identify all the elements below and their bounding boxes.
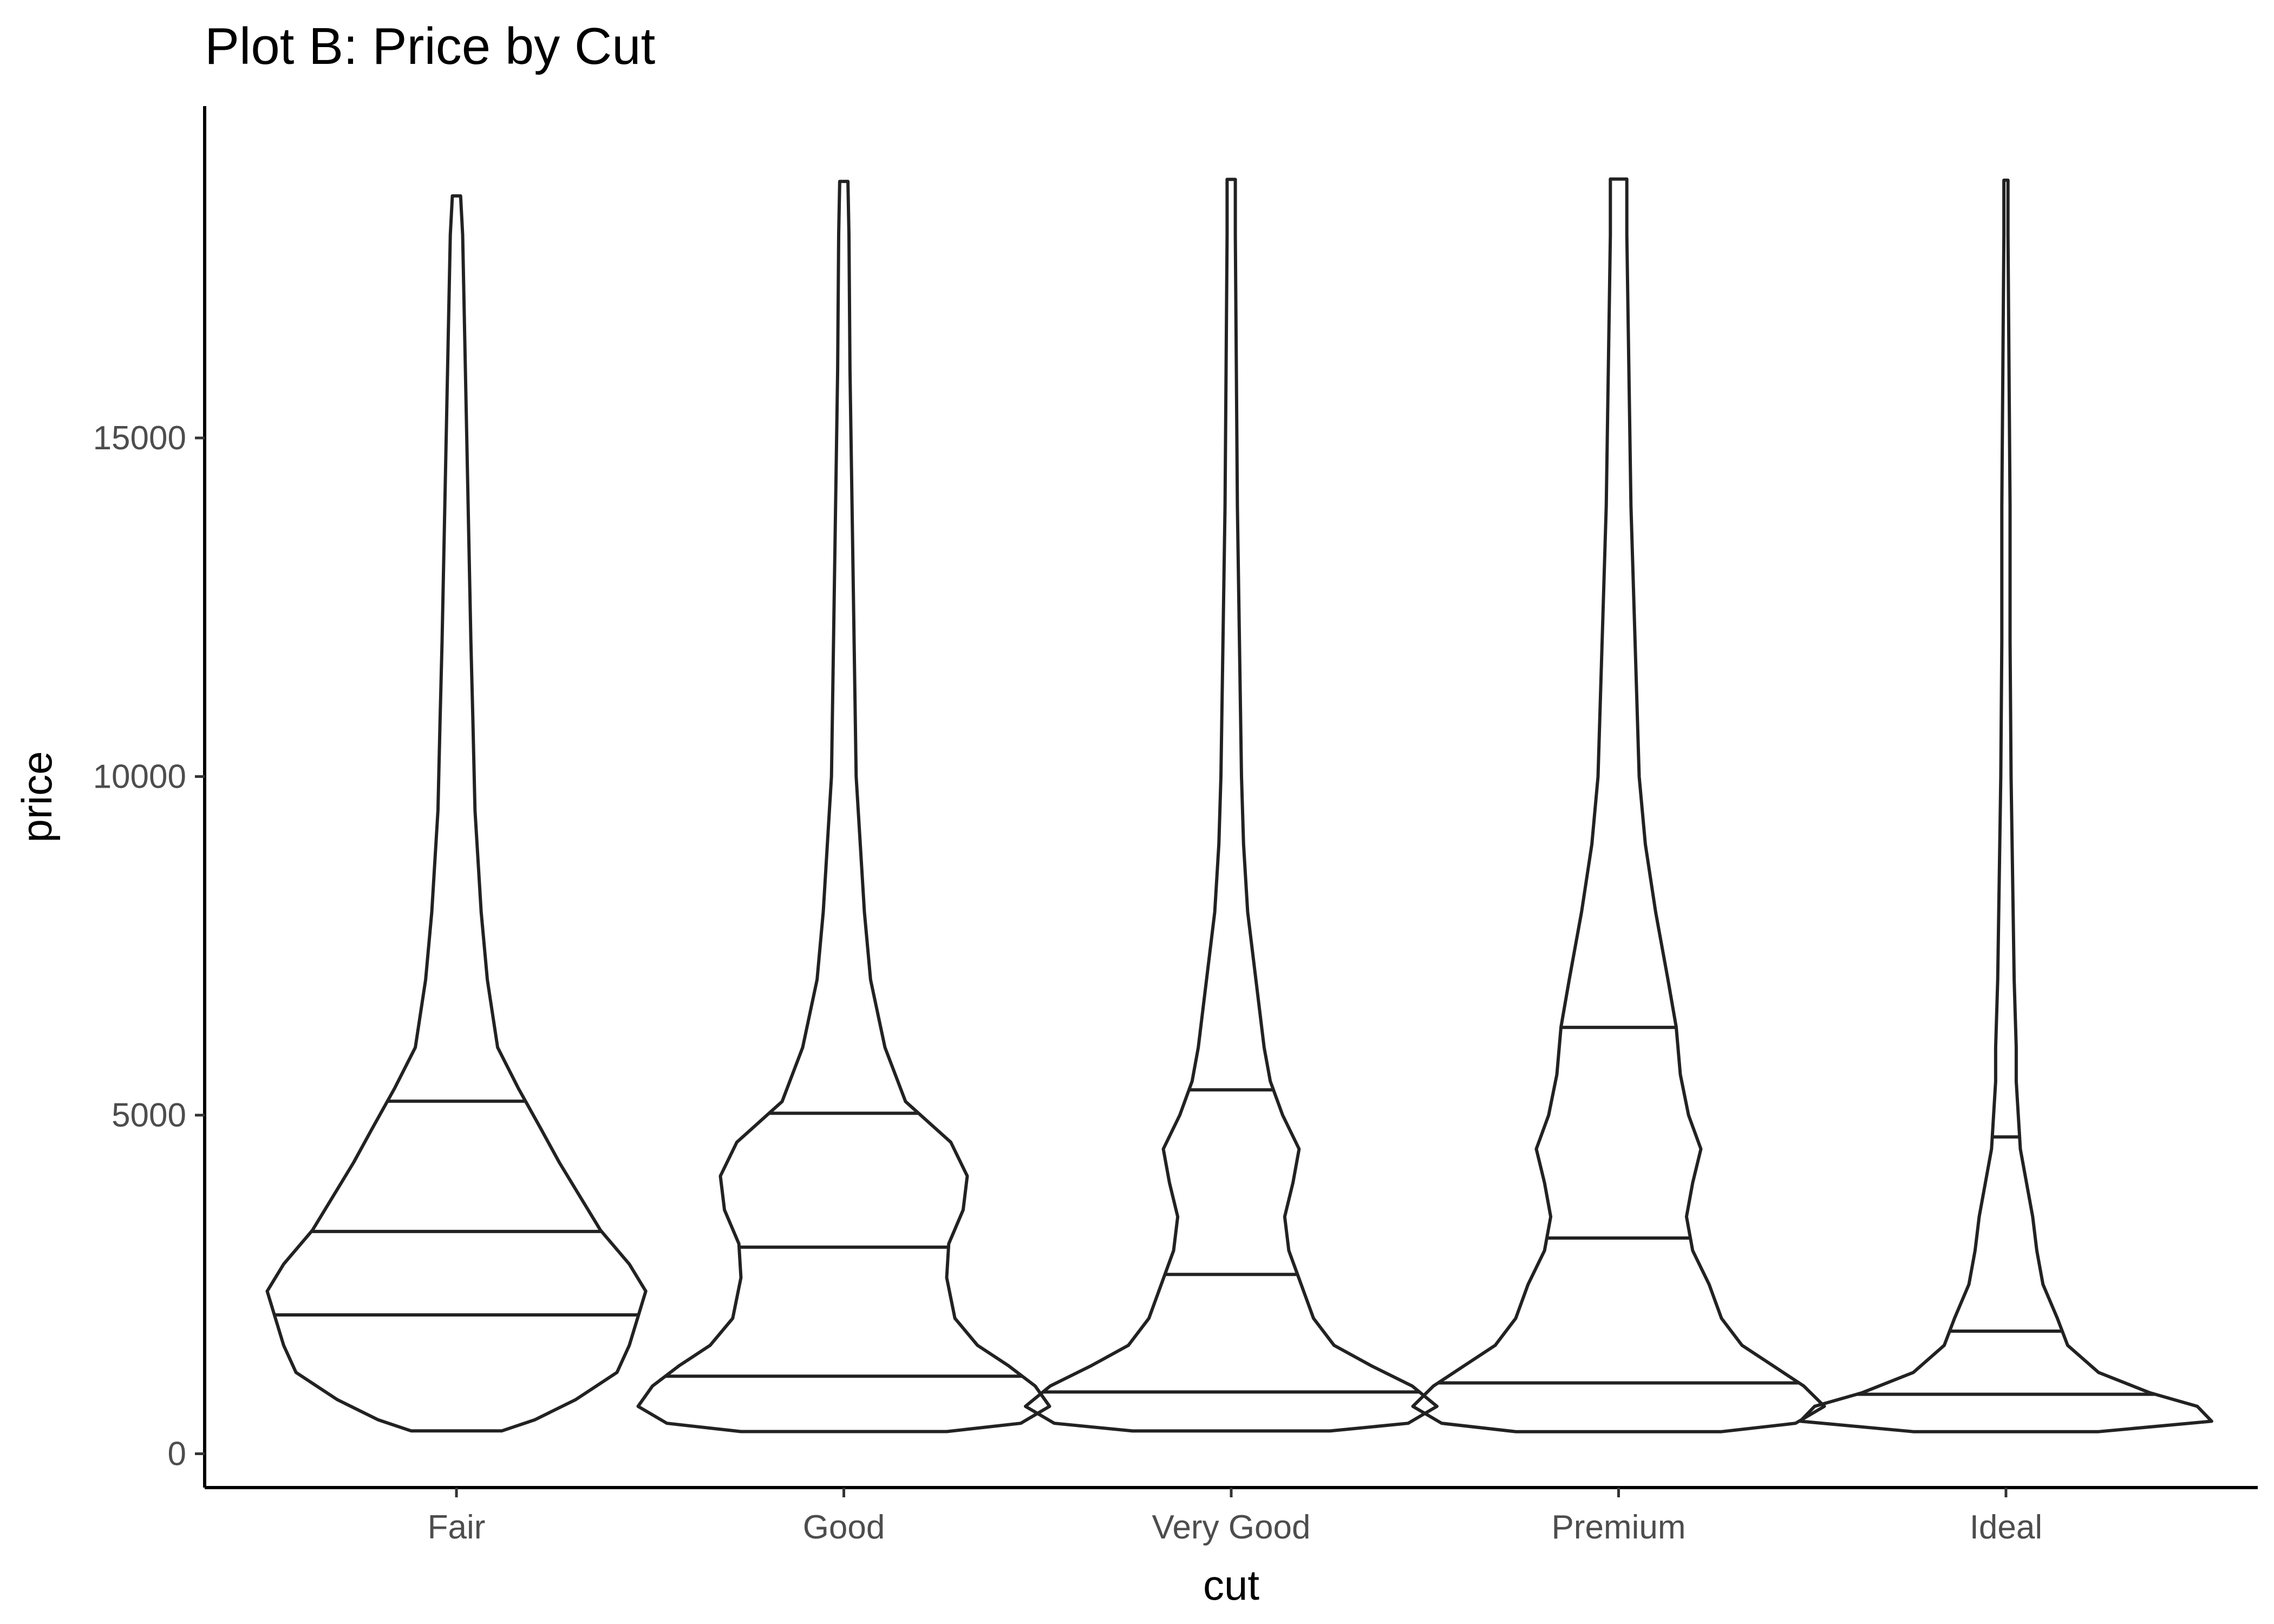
violin-fair xyxy=(265,194,648,1433)
y-tick-label: 10000 xyxy=(93,758,186,795)
violin-outline xyxy=(636,180,1051,1433)
chart-title: Plot B: Price by Cut xyxy=(205,17,655,75)
y-tick-label: 0 xyxy=(168,1435,186,1472)
violin-outline xyxy=(1024,178,1439,1433)
violin-outline xyxy=(1411,177,1826,1433)
x-tick-label: Very Good xyxy=(1152,1509,1311,1546)
y-tick-label: 15000 xyxy=(93,420,186,457)
y-axis-title: price xyxy=(13,751,61,842)
violin-outline xyxy=(1798,178,2213,1433)
violin-very-good xyxy=(1024,178,1439,1433)
x-tick-label: Ideal xyxy=(1970,1509,2042,1546)
violin-premium xyxy=(1411,177,1826,1433)
plot-area xyxy=(265,177,2213,1433)
violin-good xyxy=(636,180,1051,1433)
violin-outline xyxy=(265,194,648,1433)
violin-ideal xyxy=(1798,178,2213,1433)
x-tick-label: Fair xyxy=(428,1509,486,1546)
y-tick-label: 5000 xyxy=(112,1097,186,1134)
x-axis-ticks: Fair Good Very Good Premium Ideal xyxy=(428,1488,2042,1546)
x-tick-label: Premium xyxy=(1551,1509,1685,1546)
x-tick-label: Good xyxy=(803,1509,885,1546)
y-axis-ticks: 0 5000 10000 15000 xyxy=(93,420,205,1472)
x-axis-title: cut xyxy=(1203,1561,1259,1609)
